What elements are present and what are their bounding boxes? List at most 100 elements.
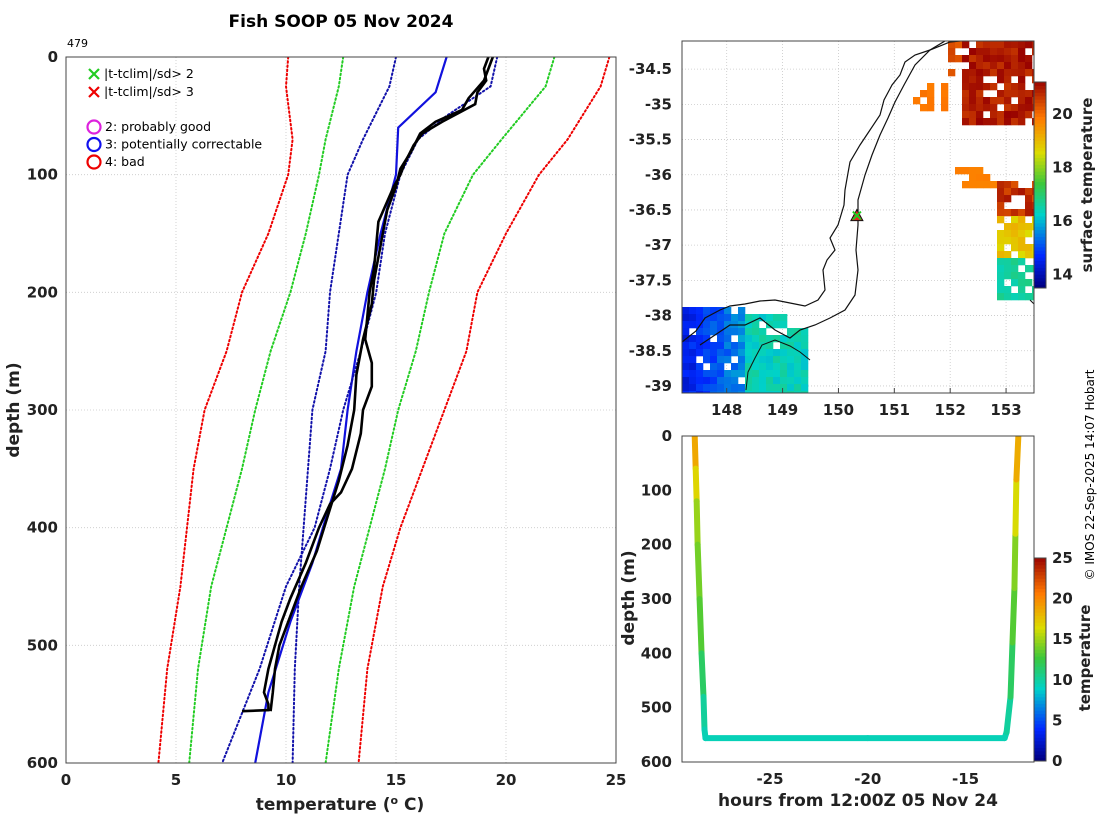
sst-cell (780, 391, 788, 393)
sst-cell (801, 342, 809, 350)
sst-cell (731, 363, 739, 371)
sst-cell (969, 181, 977, 189)
sst-colorbar-step (1034, 219, 1046, 224)
sst-cell (1032, 265, 1034, 273)
sst-cell (717, 384, 725, 392)
temperature-colorbar-step (1034, 696, 1046, 701)
sst-cell (731, 349, 739, 357)
temperature-colorbar-step (1034, 750, 1046, 755)
sst-colorbar-step (1034, 250, 1046, 255)
sst-cell (689, 384, 697, 392)
temperature-colorbar-step (1034, 686, 1046, 691)
sst-cell (1025, 293, 1033, 301)
temperature-colorbar-step (1034, 713, 1046, 718)
sst-colorbar-step (1034, 222, 1046, 227)
sst-colorbar-step (1034, 116, 1046, 121)
temperature-colorbar-step (1034, 733, 1046, 738)
sst-colorbar-step (1034, 284, 1046, 289)
sst-cell (1018, 188, 1026, 196)
legend-label: 3: potentially correctable (105, 137, 262, 152)
sst-cell (738, 349, 746, 357)
sst-colorbar-tick: 20 (1052, 105, 1073, 123)
sst-cell (724, 328, 732, 336)
sst-cell (682, 321, 690, 329)
sst-cell (703, 307, 711, 315)
sst-cell (976, 111, 984, 119)
map-ytick: -37.5 (629, 271, 672, 289)
sst-cell (969, 174, 977, 182)
sst-cell (682, 328, 690, 336)
legend-label: 2: probably good (105, 119, 211, 134)
sst-cell (731, 391, 739, 393)
sst-cell (969, 48, 977, 56)
sst-cell (787, 391, 795, 393)
sst-colorbar-step (1034, 126, 1046, 131)
temperature-colorbar-step (1034, 622, 1046, 627)
sst-cell (997, 258, 1005, 266)
sst-cell (710, 384, 718, 392)
sst-cell (997, 202, 1005, 210)
sst-cell (1025, 265, 1033, 273)
sst-cell (787, 384, 795, 392)
sst-cell (759, 314, 767, 322)
sst-cell (1004, 237, 1012, 245)
legend-flag: 4: bad (86, 154, 145, 170)
map-ytick: -35.5 (629, 131, 672, 149)
sst-cell (1018, 83, 1026, 91)
sst-cell (1018, 293, 1026, 301)
sst-cell (1032, 76, 1034, 84)
temperature-colorbar-step (1034, 676, 1046, 681)
sst-cell (710, 307, 718, 315)
temperature-colorbar-tick: 15 (1052, 630, 1073, 648)
sst-cell (1025, 97, 1033, 105)
sst-colorbar-step (1034, 243, 1046, 248)
temperature-colorbar-step (1034, 717, 1046, 721)
series-climatology-2sd (324, 57, 556, 763)
sst-cell (1011, 216, 1019, 224)
sst-cell (1011, 265, 1019, 273)
map-ytick: -39 (645, 377, 672, 395)
sst-colorbar-step (1034, 95, 1046, 100)
x-marker-icon (88, 68, 100, 80)
sst-cell (1011, 111, 1019, 119)
sst-colorbar-step (1034, 140, 1046, 145)
sst-cell (696, 391, 704, 393)
sst-cell (920, 104, 928, 112)
sst-cell (717, 314, 725, 322)
sst-cell (1032, 118, 1034, 126)
sst-cell (990, 41, 998, 49)
sst-cell (927, 83, 935, 91)
sst-colorbar-step (1034, 150, 1046, 155)
sst-cell (1018, 69, 1026, 77)
sst-cell (731, 384, 739, 392)
sst-colorbar-step (1034, 260, 1046, 265)
sst-cell (738, 335, 746, 343)
sst-colorbar-step (1034, 154, 1046, 159)
sst-cell (773, 384, 781, 392)
sst-cell (1018, 230, 1026, 238)
sst-cell (773, 349, 781, 357)
profile-panel: 0 5 10 15 20 25 0 100 200 300 400 500 600 temperatur… (4, 48, 626, 815)
sst-cell (1032, 244, 1034, 252)
sst-cell (976, 69, 984, 77)
sst-cell (787, 377, 795, 385)
sst-cell (738, 342, 746, 350)
sst-cell (773, 356, 781, 364)
sst-cell (794, 356, 802, 364)
sst-cell (696, 377, 704, 385)
sst-colorbar-step (1034, 236, 1046, 241)
sst-cell (990, 118, 998, 126)
sst-colorbar-step (1034, 226, 1046, 231)
sst-colorbar-step (1034, 112, 1046, 117)
sst-cell (969, 76, 977, 84)
sst-cell (787, 363, 795, 371)
sst-cell (696, 363, 704, 371)
sst-cell (1011, 62, 1019, 70)
sst-cell (1025, 90, 1033, 98)
sst-cell (717, 363, 725, 371)
sst-cell (752, 377, 760, 385)
sst-cell (780, 335, 788, 343)
sst-cell (1011, 237, 1019, 245)
sst-cell (969, 62, 977, 70)
sst-colorbar-step (1034, 209, 1046, 213)
